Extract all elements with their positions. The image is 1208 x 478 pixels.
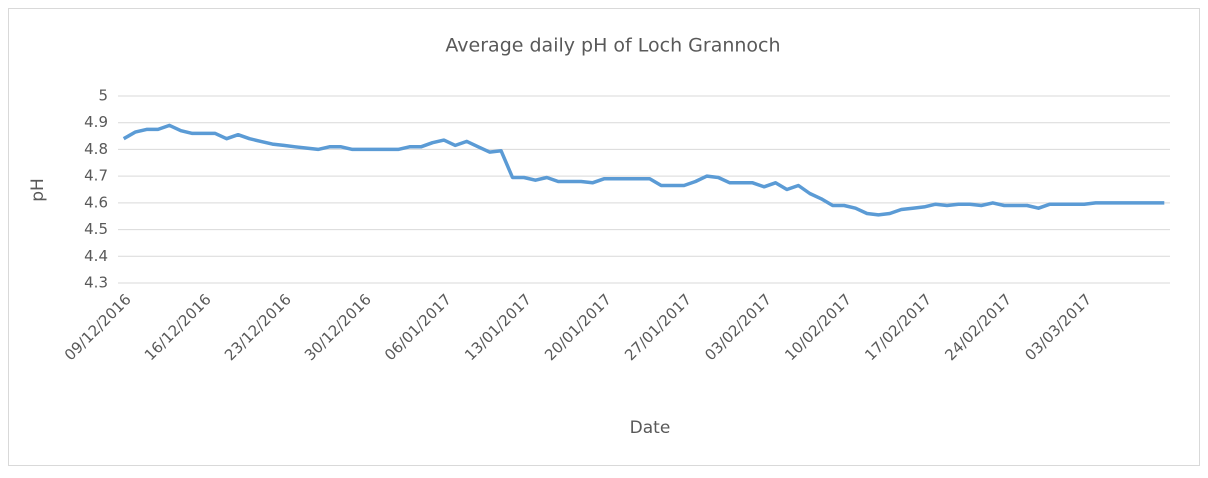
chart-title: Average daily pH of Loch Grannoch [445,35,780,57]
chart-frame [8,8,1200,466]
y-tick-label: 4.5 [84,220,108,238]
y-tick-label: 4.4 [84,247,108,265]
y-tick-label: 4.3 [84,274,108,292]
y-tick-label: 4.8 [84,140,108,158]
y-tick-label: 5 [98,87,108,105]
y-tick-label: 4.9 [84,113,108,131]
y-tick-label: 4.6 [84,193,108,211]
y-axis-label: pH [28,178,48,202]
x-axis-label: Date [630,418,671,438]
y-tick-label: 4.7 [84,167,108,185]
line-series [122,123,1165,217]
